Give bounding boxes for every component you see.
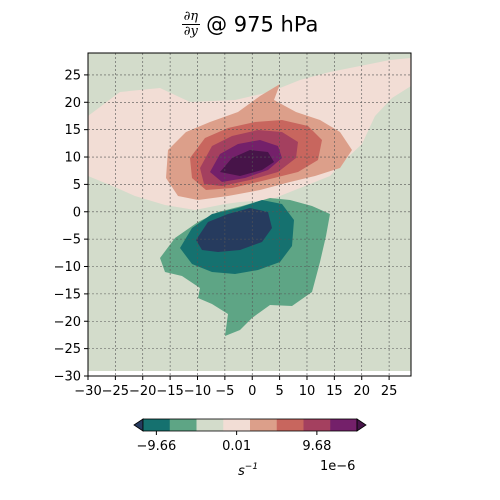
- colorbar-unit-exponent: −1: [245, 462, 258, 472]
- y-tick-label: 0: [73, 205, 81, 220]
- colorbar-segment: [169, 419, 197, 431]
- contour-field: [88, 58, 411, 336]
- y-tick-label: −10: [54, 260, 81, 275]
- colorbar-segment: [330, 419, 358, 431]
- colorbar-segment: [143, 419, 171, 431]
- x-tick-label: 10: [299, 384, 316, 399]
- y-tick-label: −30: [54, 370, 81, 385]
- colorbar-segment: [276, 419, 304, 431]
- colorbar-tick-label: 0.01: [222, 439, 251, 454]
- y-tick-label: 25: [64, 68, 81, 83]
- title-fraction: ∂η ∂y: [181, 9, 201, 39]
- x-tick-label: −30: [74, 384, 101, 399]
- y-tick-label: 20: [64, 96, 81, 111]
- x-tick-label: −15: [156, 384, 183, 399]
- x-tick-label: −5: [215, 384, 234, 399]
- x-tick-label: 5: [275, 384, 283, 399]
- y-tick-label: −25: [54, 342, 81, 357]
- x-axis: −30 −25 −20 −15 −10 −5 0 5 10 15 20 25: [74, 376, 397, 399]
- x-tick-label: 20: [353, 384, 370, 399]
- colorbar-tick-label: −9.66: [136, 439, 176, 454]
- plot-area: [87, 52, 412, 377]
- contour-pos-6: [220, 150, 274, 176]
- colorbar-extend-low: [133, 418, 144, 432]
- title-numerator: ∂η: [181, 9, 201, 25]
- title-text: @ 975 hPa: [206, 12, 319, 37]
- x-tick-label: −10: [184, 384, 211, 399]
- x-tick-label: 25: [381, 384, 398, 399]
- no-data-band: [88, 371, 411, 376]
- y-tick-label: −5: [62, 233, 81, 248]
- colorbar: −9.66 0.01 9.68: [133, 418, 367, 454]
- plot-frame: [87, 52, 412, 377]
- y-tick-label: 10: [64, 151, 81, 166]
- y-tick-label: 5: [73, 178, 81, 193]
- colorbar-frame: [142, 418, 358, 432]
- y-tick-label: −20: [54, 315, 81, 330]
- colorbar-unit-label: s−1: [238, 462, 258, 479]
- contour-neg-3: [196, 208, 272, 252]
- y-tick-label: 15: [64, 123, 81, 138]
- y-axis: −30 −25 −20 −15 −10 −5 0 5 10 15 20 25: [54, 68, 88, 385]
- colorbar-unit-base: s: [238, 464, 245, 479]
- colorbar-segment: [196, 419, 224, 431]
- colorbar-segment: [303, 419, 331, 431]
- colorbar-scale-label: 1e−6: [320, 459, 355, 474]
- x-tick-label: −20: [129, 384, 156, 399]
- x-tick-label: −25: [102, 384, 129, 399]
- colorbar-extend-high: [356, 418, 367, 432]
- x-tick-label: 0: [248, 384, 256, 399]
- chart-title: ∂η ∂y @ 975 hPa: [0, 10, 500, 39]
- title-denominator: ∂y: [183, 24, 198, 39]
- colorbar-segment: [250, 419, 278, 431]
- y-tick-label: −15: [54, 287, 81, 302]
- x-tick-label: 15: [326, 384, 343, 399]
- colorbar-tick-label: 9.68: [302, 439, 331, 454]
- colorbar-segment: [223, 419, 251, 431]
